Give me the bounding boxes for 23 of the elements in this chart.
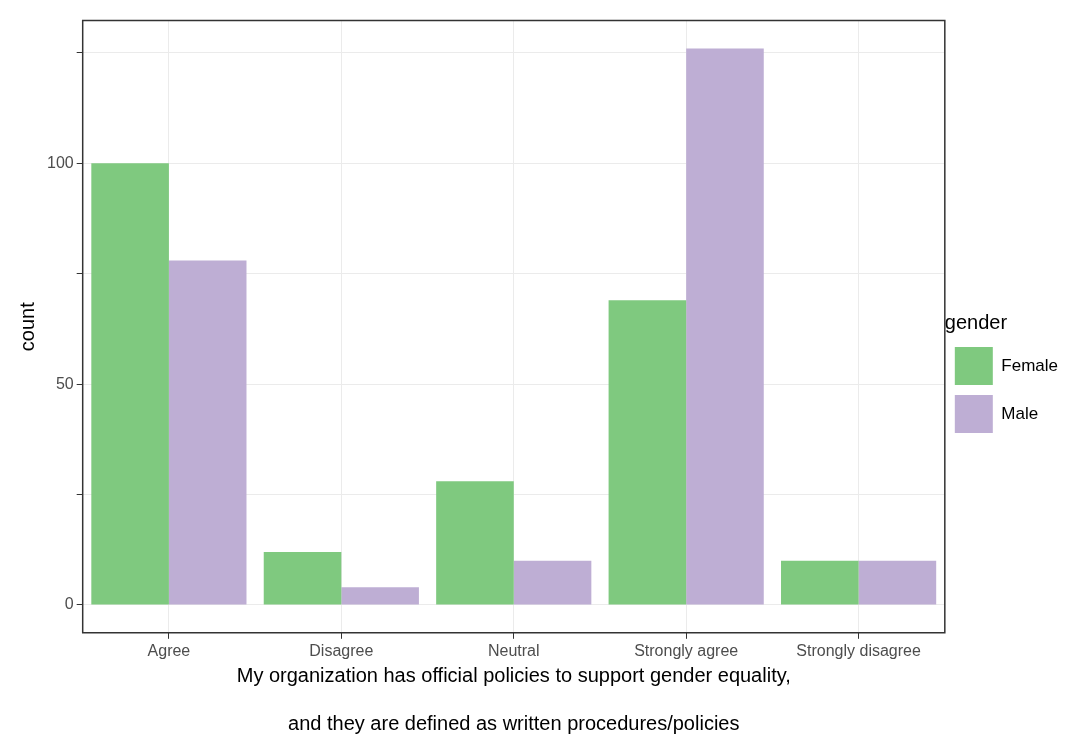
bar	[686, 48, 764, 605]
y-tick-label: 0	[64, 595, 74, 613]
bar	[513, 560, 592, 605]
bar	[91, 163, 169, 605]
text: My organization has official policies to support gender equality, and they are defined as written procedures/policies	[236, 663, 791, 734]
x-tick-label: Strongly agree	[634, 641, 739, 659]
legend-label: Female	[1001, 355, 1058, 375]
y-axis-title: count	[15, 301, 38, 352]
bar	[263, 551, 342, 605]
bar	[341, 587, 419, 605]
x-tick-label: Agree	[147, 641, 191, 659]
x-tick-label: Strongly disagree	[796, 641, 921, 659]
legend-label: Male	[1001, 403, 1039, 423]
x-tick-label: Neutral	[487, 641, 540, 659]
x-tick-label: Disagree	[309, 641, 374, 659]
bar	[168, 260, 247, 605]
y-tick-label: 50	[55, 374, 74, 392]
bar	[608, 300, 687, 605]
legend-title: gender	[944, 310, 1008, 333]
bar	[858, 560, 937, 605]
bar	[436, 481, 514, 605]
y-tick-label: 100	[46, 153, 74, 171]
bar	[781, 560, 859, 605]
